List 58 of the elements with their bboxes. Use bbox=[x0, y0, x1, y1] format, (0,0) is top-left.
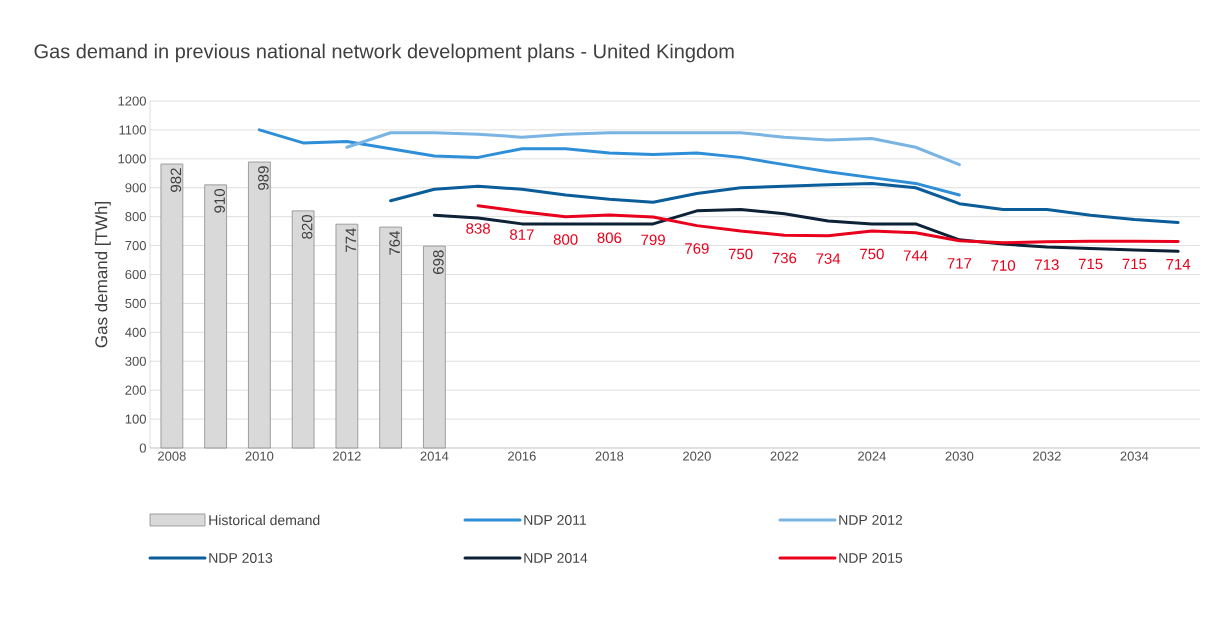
x-tick-label: 2030 bbox=[945, 451, 974, 461]
data-label: 910 bbox=[214, 188, 225, 213]
data-label: 800 bbox=[553, 234, 578, 245]
data-label: 838 bbox=[466, 223, 490, 234]
x-tick-label: 2018 bbox=[595, 451, 624, 461]
data-label: 744 bbox=[903, 250, 928, 261]
data-label: 710 bbox=[991, 260, 1016, 271]
legend-label: Historical demand bbox=[209, 514, 320, 526]
chart-title: Gas demand in previous national network development plans - United Kingdom bbox=[34, 43, 734, 63]
legend-label: NDP 2011 bbox=[524, 515, 587, 525]
y-tick-label: 800 bbox=[125, 212, 146, 222]
y-tick-label: 400 bbox=[125, 327, 146, 337]
x-tick-label: 2020 bbox=[683, 451, 711, 461]
x-tick-label: 2010 bbox=[245, 451, 274, 461]
y-tick-label: 700 bbox=[125, 240, 146, 251]
data-label: 750 bbox=[860, 248, 884, 260]
data-label: 714 bbox=[1166, 259, 1191, 270]
y-tick-label: 500 bbox=[125, 298, 146, 309]
x-tick-label: 2032 bbox=[1033, 451, 1061, 461]
x-tick-label: 2008 bbox=[158, 451, 186, 461]
y-tick-label: 300 bbox=[125, 356, 146, 366]
y-tick-label: 1100 bbox=[119, 125, 146, 135]
legend-label: NDP 2014 bbox=[524, 553, 588, 563]
x-tick-label: 2014 bbox=[420, 451, 449, 461]
data-label: 715 bbox=[1078, 258, 1103, 270]
data-label: 769 bbox=[685, 243, 709, 254]
x-tick-label: 2024 bbox=[858, 451, 886, 461]
x-tick-label: 2012 bbox=[333, 451, 361, 461]
data-label: 982 bbox=[170, 168, 182, 192]
x-tick-label: 2016 bbox=[508, 451, 536, 461]
x-tick-label: 2022 bbox=[770, 451, 799, 461]
x-tick-label: 2034 bbox=[1120, 451, 1149, 461]
y-tick-label: 1000 bbox=[118, 154, 146, 164]
y-tick-label: 1200 bbox=[118, 96, 146, 106]
data-label: 820 bbox=[301, 215, 313, 239]
data-label: 717 bbox=[947, 258, 972, 269]
data-label: 764 bbox=[389, 231, 400, 255]
data-label: 806 bbox=[597, 232, 622, 244]
y-tick-label: 0 bbox=[139, 443, 146, 453]
line-series bbox=[257, 128, 961, 197]
legend-label: NDP 2012 bbox=[839, 515, 903, 525]
data-label: 989 bbox=[258, 166, 269, 190]
y-tick-label: 900 bbox=[125, 183, 146, 193]
y-tick-label: 100 bbox=[125, 414, 146, 424]
data-label: 698 bbox=[433, 250, 444, 274]
y-axis-title: Gas demand [TWh] bbox=[94, 202, 111, 348]
data-label: 774 bbox=[345, 228, 357, 252]
data-label: 713 bbox=[1035, 259, 1059, 270]
legend-label: NDP 2013 bbox=[209, 553, 273, 563]
data-label: 750 bbox=[728, 248, 753, 260]
y-tick-label: 600 bbox=[125, 269, 146, 280]
legend-label: NDP 2015 bbox=[839, 553, 903, 563]
data-label: 734 bbox=[816, 253, 841, 264]
data-label: 817 bbox=[510, 229, 534, 240]
data-label: 715 bbox=[1122, 258, 1147, 270]
y-tick-label: 200 bbox=[125, 385, 146, 395]
data-label: 736 bbox=[772, 252, 797, 264]
data-label: 799 bbox=[641, 234, 665, 246]
